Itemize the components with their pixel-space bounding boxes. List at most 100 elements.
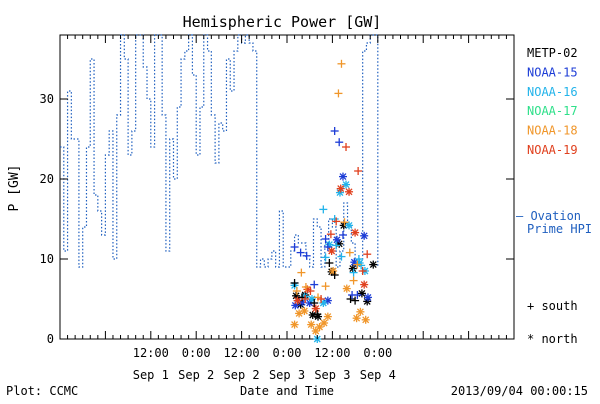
south-point-38 bbox=[301, 295, 310, 303]
south-point-10 bbox=[302, 251, 311, 260]
north-point-9 bbox=[357, 289, 366, 298]
legend-entry-noaa-18: NOAA-18 bbox=[527, 124, 578, 138]
south-point-5 bbox=[330, 271, 339, 279]
south-point-40 bbox=[317, 295, 326, 303]
north-point-16 bbox=[332, 235, 341, 244]
legend-entry-metp-02: METP-02 bbox=[527, 46, 578, 60]
north-point-19 bbox=[360, 231, 369, 240]
south-point-41 bbox=[326, 230, 335, 239]
satellite-points bbox=[290, 59, 378, 343]
x-tick-time-label: 12:00 bbox=[133, 346, 169, 360]
south-point-12 bbox=[321, 235, 330, 243]
south-point-29 bbox=[301, 283, 310, 291]
south-point-20 bbox=[321, 253, 330, 262]
x-tick-date-label: Sep 2 bbox=[224, 368, 260, 382]
x-tick-time-label: 12:00 bbox=[314, 346, 350, 360]
south-point-33 bbox=[337, 59, 346, 68]
north-point-8 bbox=[348, 264, 357, 273]
north-point-17 bbox=[338, 172, 347, 181]
footer-plot-source: Plot: CCMC bbox=[6, 384, 78, 398]
north-point-38 bbox=[320, 319, 329, 327]
south-point-24 bbox=[349, 268, 358, 277]
south-point-28 bbox=[297, 268, 306, 277]
south-point-11 bbox=[310, 280, 319, 289]
south-point-46 bbox=[363, 250, 372, 259]
y-tick-label: 30 bbox=[40, 92, 54, 106]
south-point-18 bbox=[353, 291, 362, 299]
x-tick-date-label: Sep 3 bbox=[269, 368, 305, 382]
legend-entry-noaa-19: NOAA-19 bbox=[527, 143, 578, 157]
x-tick-time-label: 0:00 bbox=[363, 346, 392, 360]
legend-ovation-label-2: Prime HPI bbox=[527, 222, 592, 236]
north-point-20 bbox=[363, 293, 372, 302]
x-tick-time-label: 12:00 bbox=[224, 346, 260, 360]
south-point-42 bbox=[332, 217, 341, 226]
south-point-0 bbox=[290, 279, 299, 287]
y-tick-label: 20 bbox=[40, 172, 54, 186]
north-point-40 bbox=[329, 267, 338, 275]
south-point-36 bbox=[349, 276, 358, 285]
north-point-52 bbox=[360, 280, 369, 289]
y-axis-label: P [GW] bbox=[7, 165, 22, 212]
x-tick-time-label: 0:00 bbox=[182, 346, 211, 360]
south-point-14 bbox=[330, 127, 339, 135]
south-point-25 bbox=[354, 255, 363, 263]
south-point-3 bbox=[313, 310, 322, 319]
y-tick-label: 0 bbox=[47, 332, 54, 346]
south-point-8 bbox=[290, 243, 299, 251]
y-tick-label: 10 bbox=[40, 252, 54, 266]
south-point-34 bbox=[340, 218, 349, 227]
south-point-44 bbox=[354, 167, 363, 175]
south-point-13 bbox=[323, 243, 332, 251]
x-tick-time-label: 0:00 bbox=[273, 346, 302, 360]
south-point-6 bbox=[346, 295, 355, 303]
north-point-48 bbox=[327, 247, 336, 255]
ovation-hpi-line bbox=[60, 34, 379, 268]
south-point-9 bbox=[296, 248, 305, 257]
x-tick-date-label: Sep 2 bbox=[178, 368, 214, 382]
legend-entry-noaa-17: NOAA-17 bbox=[527, 104, 578, 118]
legend-entry-noaa-16: NOAA-16 bbox=[527, 85, 578, 99]
axes: 0 10 20 30 12:00 Sep 1 0:00 Sep 2 12:00 Sep 2 0:00… bbox=[40, 35, 515, 382]
legend: METP-02 NOAA-15 NOAA-16 NOAA-17 NOAA-18 NOAA-… bbox=[516, 46, 592, 346]
north-point-51 bbox=[351, 228, 360, 237]
north-point-50 bbox=[345, 187, 354, 196]
south-point-19 bbox=[319, 205, 328, 214]
north-point-11 bbox=[369, 260, 378, 269]
south-point-7 bbox=[351, 296, 360, 305]
chart-title: Hemispheric Power [GW] bbox=[183, 13, 382, 31]
south-point-39 bbox=[306, 287, 315, 295]
south-point-16 bbox=[338, 231, 347, 239]
ovation-hpi-series bbox=[60, 34, 379, 268]
north-point-34 bbox=[300, 307, 309, 315]
south-point-27 bbox=[292, 287, 301, 295]
south-point-37 bbox=[353, 260, 362, 269]
south-point-26 bbox=[357, 261, 366, 270]
south-point-23 bbox=[337, 252, 346, 261]
south-point-45 bbox=[358, 267, 367, 275]
legend-entry-noaa-15: NOAA-15 bbox=[527, 65, 578, 79]
south-point-15 bbox=[335, 138, 344, 147]
north-point-28 bbox=[342, 180, 351, 189]
north-point-43 bbox=[356, 307, 365, 316]
north-point-39 bbox=[323, 312, 332, 321]
south-point-22 bbox=[332, 241, 341, 250]
legend-south-marker: + south bbox=[527, 299, 578, 313]
legend-ovation-label: — Ovation bbox=[516, 209, 581, 223]
north-point-45 bbox=[293, 296, 302, 305]
north-point-32 bbox=[290, 320, 299, 329]
north-point-42 bbox=[352, 314, 361, 323]
x-tick-date-label: Sep 1 bbox=[133, 368, 169, 382]
x-tick-date-label: Sep 4 bbox=[360, 368, 396, 382]
south-point-2 bbox=[310, 299, 319, 307]
south-point-31 bbox=[321, 282, 330, 291]
north-point-47 bbox=[311, 304, 320, 313]
footer-timestamp: 2013/09/04 00:00:15 bbox=[451, 384, 588, 398]
north-point-49 bbox=[336, 184, 345, 193]
south-point-43 bbox=[342, 143, 351, 151]
x-tick-date-label: Sep 3 bbox=[314, 368, 350, 382]
north-point-41 bbox=[342, 284, 351, 293]
south-point-32 bbox=[334, 89, 343, 98]
